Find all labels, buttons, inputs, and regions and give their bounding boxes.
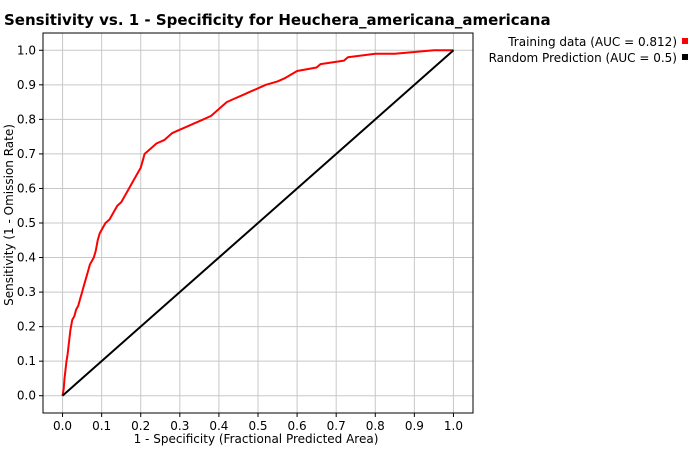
random-prediction-line xyxy=(61,49,455,397)
legend-label: Random Prediction (AUC = 0.5) xyxy=(489,51,677,65)
training-roc-curve xyxy=(61,49,454,396)
y-tick-label: 0.7 xyxy=(17,147,36,161)
y-tick-label: 0.5 xyxy=(17,216,36,230)
x-tick-label: 1.0 xyxy=(444,419,463,433)
x-tick-label: 0.1 xyxy=(92,419,111,433)
x-tick-label: 0.9 xyxy=(405,419,424,433)
y-tick-label: 0.3 xyxy=(17,285,36,299)
x-tick-label: 0.7 xyxy=(327,419,346,433)
chart-title: Sensitivity vs. 1 - Specificity for Heuc… xyxy=(4,11,551,29)
legend-swatch xyxy=(682,38,688,44)
x-tick-label: 0.4 xyxy=(209,419,228,433)
y-tick-label: 0.0 xyxy=(17,389,36,403)
y-tick-label: 0.4 xyxy=(17,251,36,265)
legend-label: Training data (AUC = 0.812) xyxy=(507,35,677,49)
grid-lines xyxy=(43,33,473,413)
legend: Training data (AUC = 0.812) Random Predic… xyxy=(489,35,688,65)
x-tick-label: 0.0 xyxy=(53,419,72,433)
axis-ticks: 0.0 0.1 0.2 0.3 0.4 0.5 0.6 0.7 0.8 0.9 1.0 0.0 0.1 0… xyxy=(17,43,463,433)
x-tick-label: 0.3 xyxy=(170,419,189,433)
y-tick-label: 0.1 xyxy=(17,354,36,368)
legend-swatch xyxy=(682,54,688,60)
series-lines xyxy=(61,49,455,397)
x-tick-label: 0.5 xyxy=(248,419,267,433)
x-axis-label: 1 - Specificity (Fractional Predicted Ar… xyxy=(134,432,379,446)
x-tick-label: 0.2 xyxy=(131,419,150,433)
x-tick-label: 0.8 xyxy=(366,419,385,433)
y-tick-label: 0.8 xyxy=(17,112,36,126)
x-tick-label: 0.6 xyxy=(288,419,307,433)
y-tick-label: 0.9 xyxy=(17,78,36,92)
y-tick-label: 0.6 xyxy=(17,181,36,195)
y-axis-label: Sensitivity (1 - Omission Rate) xyxy=(2,124,16,306)
y-tick-label: 1.0 xyxy=(17,43,36,57)
y-tick-label: 0.2 xyxy=(17,320,36,334)
